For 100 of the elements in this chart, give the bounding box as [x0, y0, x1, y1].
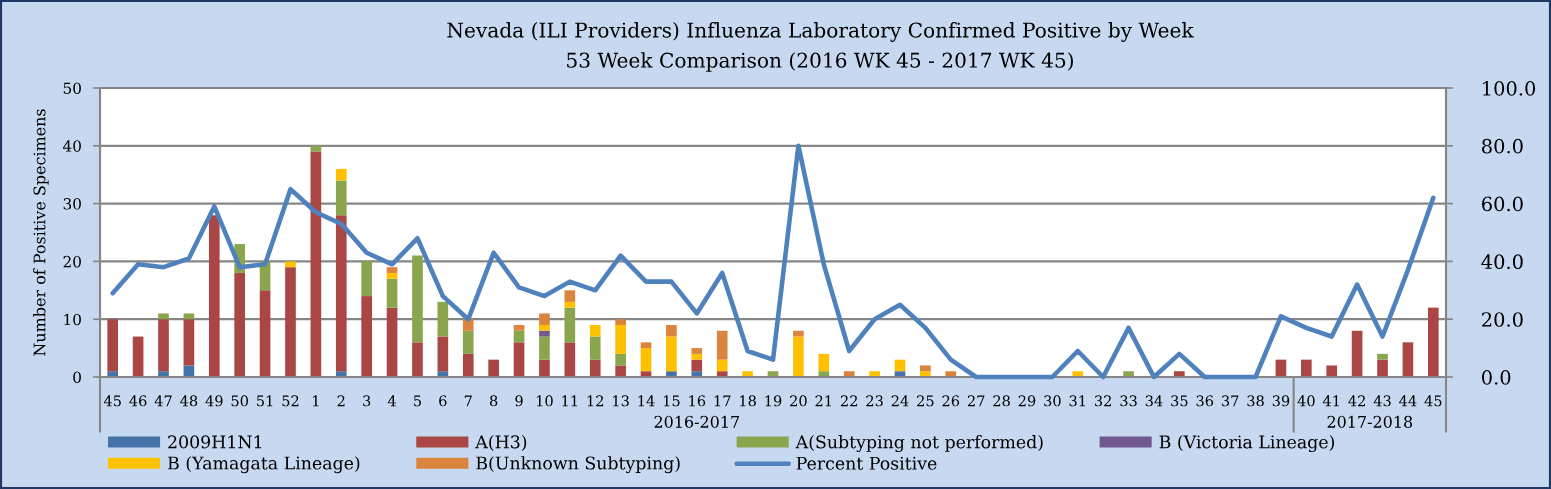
- bar: [564, 307, 576, 343]
- bar: [615, 324, 626, 354]
- x-tick-label: 39: [1272, 395, 1290, 407]
- bar: [462, 353, 474, 377]
- x-tick-label: 22: [840, 395, 858, 407]
- bar: [285, 267, 296, 377]
- chart-title: Nevada (ILI Providers) Influenza Laboratory Confirmed Positive by Week: [447, 22, 1194, 42]
- x-tick-label: 41: [1322, 395, 1339, 407]
- x-tick-label: 52: [282, 395, 299, 407]
- bar: [208, 215, 220, 377]
- bar: [132, 336, 144, 377]
- x-tick-label: 25: [917, 395, 934, 407]
- legend-label: B (Yamagata Lineage): [167, 456, 360, 474]
- bar: [437, 336, 449, 372]
- bar: [1326, 365, 1338, 377]
- x-tick-label: 48: [180, 395, 198, 407]
- y-axis-title: Number of Positive Specimens: [33, 109, 49, 356]
- x-tick-label: 5: [414, 395, 421, 407]
- x-tick-label: 16: [689, 395, 706, 407]
- x-tick-label: 31: [1069, 395, 1085, 407]
- x-tick-label: 26: [942, 395, 960, 407]
- bar: [462, 330, 474, 354]
- legend-label: A(Subtyping not performed): [795, 435, 1043, 453]
- bar: [361, 261, 372, 297]
- bar: [539, 359, 550, 377]
- bar: [539, 324, 550, 331]
- legend-label: B (Victoria Lineage): [1159, 435, 1335, 453]
- x-tick-label: 12: [587, 395, 604, 407]
- bar: [539, 336, 550, 360]
- x-tick-label: 51: [257, 395, 273, 407]
- x-tick-label: 42: [1348, 395, 1365, 407]
- y2-tick-label: 80.0: [1482, 138, 1523, 154]
- bar: [589, 324, 601, 337]
- bar: [259, 290, 271, 377]
- legend-label: Percent Positive: [796, 456, 937, 470]
- x-tick-label: 10: [536, 395, 553, 407]
- legend-label: B(Unknown Subtyping): [476, 456, 680, 474]
- x-tick-label: 46: [129, 395, 147, 407]
- x-tick-label: 18: [740, 395, 756, 407]
- bar: [285, 261, 296, 268]
- bar: [1427, 307, 1439, 377]
- bar: [513, 342, 525, 377]
- line-series: [110, 143, 1436, 380]
- bar: [640, 342, 652, 349]
- bar: [1377, 359, 1388, 377]
- x-tick-label: 29: [1018, 395, 1036, 407]
- y2-tick-label: 0.0: [1482, 369, 1511, 385]
- x-tick-label: 1: [313, 395, 319, 407]
- y-tick-label: 0: [73, 371, 81, 384]
- x-tick-label: 45: [103, 395, 121, 407]
- x-tick-label: 13: [613, 395, 629, 407]
- x-tick-label: 9: [515, 395, 523, 407]
- bar: [589, 359, 601, 377]
- x-tick-label: 35: [1171, 395, 1188, 407]
- x-tick-label: 17: [714, 395, 731, 407]
- bar: [335, 180, 347, 216]
- bar: [183, 313, 195, 320]
- bar: [158, 313, 169, 320]
- bar: [615, 353, 626, 366]
- bar: [564, 342, 576, 377]
- x-tick-label: 37: [1221, 395, 1239, 407]
- x-tick-label: 38: [1247, 395, 1264, 407]
- bar: [107, 319, 119, 372]
- bar: [920, 365, 931, 372]
- x-tick-label: 44: [1399, 395, 1417, 407]
- x-tick-label: 14: [638, 395, 655, 407]
- bar: [462, 319, 474, 331]
- bar: [386, 272, 398, 279]
- bar: [335, 215, 347, 372]
- y2-tick-label: 100.0: [1483, 80, 1536, 96]
- bar: [640, 348, 652, 372]
- x-tick-label: 21: [815, 395, 831, 407]
- bar: [310, 145, 322, 152]
- text: 2017-2018: [1327, 415, 1413, 428]
- bar: [234, 272, 246, 377]
- bar: [1402, 342, 1414, 377]
- x-tick-label: 43: [1373, 395, 1391, 407]
- x-tick-label: 8: [489, 395, 498, 407]
- x-tick-label: 30: [1044, 395, 1061, 407]
- x-tick-label: 47: [154, 395, 172, 407]
- x-tick-label: 15: [663, 395, 680, 407]
- bar: [615, 365, 626, 377]
- bar: [666, 324, 677, 337]
- legend-label: A(H3): [475, 435, 527, 451]
- y2-tick-label: 60.0: [1482, 196, 1523, 212]
- bar: [1351, 330, 1363, 377]
- x-tick-label: 20: [790, 395, 807, 407]
- bar: [1377, 353, 1388, 360]
- bar: [513, 324, 525, 331]
- bar: [386, 278, 398, 308]
- bar: [539, 313, 550, 325]
- legend-label: 2009H1N1: [168, 435, 262, 449]
- bar: [716, 359, 728, 372]
- bar: [1300, 359, 1312, 377]
- x-tick-label: 50: [231, 395, 248, 407]
- bar: [412, 255, 423, 343]
- x-tick-label: 7: [464, 395, 472, 407]
- bar: [539, 330, 550, 337]
- x-tick-label: 2: [337, 395, 345, 407]
- x-tick-label: 11: [562, 395, 578, 407]
